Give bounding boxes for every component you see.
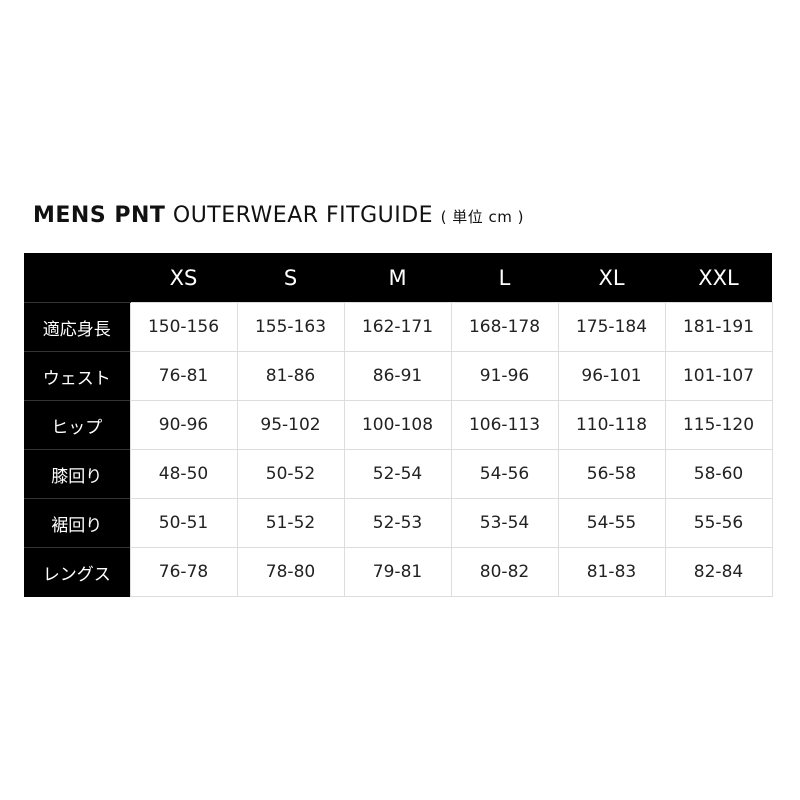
table-cell: 51-52 [236, 498, 345, 548]
table-cell: 86-91 [343, 351, 452, 401]
table-row: レングス 76-78 78-80 79-81 80-82 81-83 82-84 [24, 547, 773, 597]
corner-cell [24, 253, 130, 303]
table-cell: 52-54 [343, 449, 452, 499]
table-cell: 80-82 [450, 547, 559, 597]
table-cell: 168-178 [450, 302, 559, 352]
table-row: ウェスト 76-81 81-86 86-91 91-96 96-101 101-107 [24, 351, 773, 401]
title-unit: ( 単位 cm ) [440, 208, 524, 226]
table-cell: 95-102 [236, 400, 345, 450]
table-cell: 79-81 [343, 547, 452, 597]
table-cell: 100-108 [343, 400, 452, 450]
table-cell: 48-50 [129, 449, 238, 499]
size-header: XL [558, 253, 665, 303]
row-label: 膝回り [24, 449, 130, 499]
table-cell: 96-101 [557, 351, 666, 401]
table-cell: 90-96 [129, 400, 238, 450]
table-cell: 155-163 [236, 302, 345, 352]
row-label: 裾回り [24, 498, 130, 548]
table-row: 適応身長 150-156 155-163 162-171 168-178 175-184 1… [24, 302, 773, 352]
table-cell: 78-80 [236, 547, 345, 597]
table-cell: 76-78 [129, 547, 238, 597]
row-label: ウェスト [24, 351, 130, 401]
size-header: XXL [665, 253, 772, 303]
table-cell: 55-56 [664, 498, 773, 548]
header-row: XS S M L XL XXL [24, 253, 772, 303]
table-cell: 50-51 [129, 498, 238, 548]
table-cell: 106-113 [450, 400, 559, 450]
row-label: レングス [24, 547, 130, 597]
size-header: XS [130, 253, 237, 303]
title-regular: OUTERWEAR FITGUIDE [172, 203, 434, 228]
table-cell: 54-56 [450, 449, 559, 499]
table-cell: 76-81 [129, 351, 238, 401]
size-header: M [344, 253, 451, 303]
table-row: 膝回り 48-50 50-52 52-54 54-56 56-58 58-60 [24, 449, 773, 499]
row-label: ヒップ [24, 400, 130, 450]
size-header: S [237, 253, 344, 303]
table-cell: 162-171 [343, 302, 452, 352]
table-row: ヒップ 90-96 95-102 100-108 106-113 110-118 115-1… [24, 400, 773, 450]
table-cell: 81-83 [557, 547, 666, 597]
table-cell: 81-86 [236, 351, 345, 401]
table-cell: 101-107 [664, 351, 773, 401]
size-chart-table: XS S M L XL XXL 適応身長 150-156 155-163 162-171 168-… [24, 253, 773, 597]
table-cell: 115-120 [664, 400, 773, 450]
table-cell: 54-55 [557, 498, 666, 548]
table-cell: 110-118 [557, 400, 666, 450]
table-cell: 175-184 [557, 302, 666, 352]
table-cell: 56-58 [557, 449, 666, 499]
table-cell: 150-156 [129, 302, 238, 352]
page-title: MENS PNT OUTERWEAR FITGUIDE ( 単位 cm ) [33, 203, 524, 228]
table-cell: 53-54 [450, 498, 559, 548]
table-cell: 82-84 [664, 547, 773, 597]
table-row: 裾回り 50-51 51-52 52-53 53-54 54-55 55-56 [24, 498, 773, 548]
row-label: 適応身長 [24, 302, 130, 352]
table-cell: 58-60 [664, 449, 773, 499]
table-cell: 50-52 [236, 449, 345, 499]
table-cell: 91-96 [450, 351, 559, 401]
table-cell: 52-53 [343, 498, 452, 548]
size-header: L [451, 253, 558, 303]
table-cell: 181-191 [664, 302, 773, 352]
title-bold: MENS PNT [33, 203, 166, 228]
table-body: 適応身長 150-156 155-163 162-171 168-178 175-184 1… [24, 302, 773, 597]
